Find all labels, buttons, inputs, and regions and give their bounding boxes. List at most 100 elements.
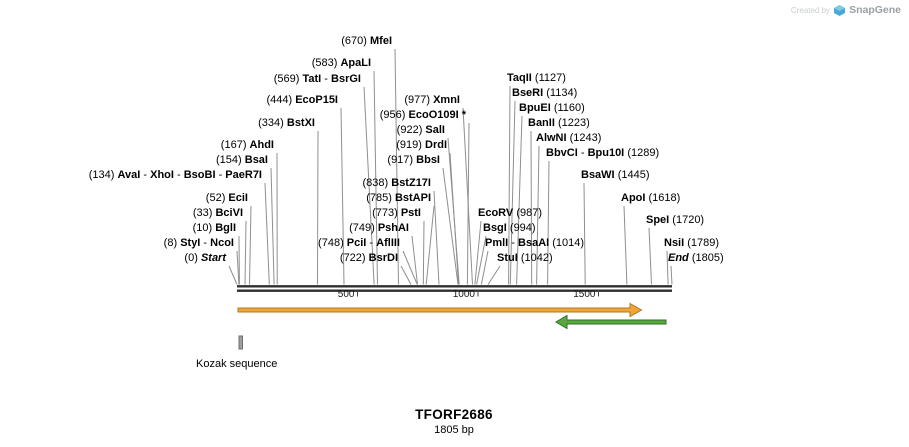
site-position: (1127): [534, 72, 566, 84]
site-label-sali[interactable]: (922) SalI: [397, 124, 445, 137]
site-label-alwni[interactable]: AlwNI (1243): [536, 132, 601, 145]
site-name: DrdI: [425, 139, 447, 151]
site-label-pmli-bsaai[interactable]: PmlI - BsaAI (1014): [485, 237, 584, 250]
site-label-spei[interactable]: SpeI (1720): [646, 214, 704, 227]
site-position: (987): [516, 207, 543, 219]
site-label-bsrdi[interactable]: (722) BsrDI: [340, 252, 398, 265]
site-label-bbvci-bpu10i[interactable]: BbvCI - Bpu10I (1289): [546, 147, 659, 160]
site-connector: [411, 235, 418, 285]
site-position: (0): [184, 252, 198, 264]
site-name: PstI: [400, 207, 421, 219]
site-position: (1789): [687, 237, 720, 249]
site-label-mfei[interactable]: (670) MfeI: [341, 35, 392, 48]
site-label-bbsi[interactable]: (917) BbsI: [387, 154, 440, 167]
site-connector: [402, 250, 418, 285]
site-label-bstz17i[interactable]: (838) BstZ17I: [363, 177, 432, 190]
site-connector: [666, 250, 669, 285]
site-label-bseri[interactable]: BseRI (1134): [512, 87, 577, 100]
site-position: (917): [387, 154, 414, 166]
site-connectors: [228, 48, 673, 285]
site-label-ecop15i[interactable]: (444) EcoP15I: [266, 94, 338, 107]
site-label-bstxi[interactable]: (334) BstXI: [258, 117, 315, 130]
site-label-stui[interactable]: StuI (1042): [497, 252, 553, 265]
site-name: EciI: [228, 192, 248, 204]
site-label-tati-bsrgi[interactable]: (569) TatI - BsrGI: [274, 73, 361, 86]
site-name: Start: [200, 252, 226, 264]
site-name: AhdI: [249, 139, 274, 151]
ruler-tick-label: 1500: [573, 289, 596, 300]
site-connector: [264, 182, 270, 285]
site-label-bpuei[interactable]: BpuEI (1160): [519, 102, 585, 115]
site-position: (1160): [553, 102, 585, 114]
site-name: BsaI: [244, 154, 268, 166]
site-connector: [394, 48, 399, 285]
site-connector: [487, 265, 501, 285]
site-position: (154): [216, 154, 242, 166]
snapgene-logo-icon: [834, 4, 846, 16]
site-position: (1289): [627, 147, 660, 159]
ruler-tick-label: 1000: [452, 289, 475, 300]
site-position: (8): [163, 237, 178, 249]
site-connector: [648, 227, 652, 285]
site-connector: [400, 265, 412, 285]
site-position: (1243): [569, 132, 602, 144]
site-position: (1618): [648, 192, 681, 204]
site-label-drdi[interactable]: (919) DrdI: [396, 139, 447, 152]
site-connector: [536, 145, 540, 285]
reverse-feature-arrow[interactable]: [555, 314, 667, 330]
site-name: BpuEI: [519, 102, 551, 114]
site-label-pcii-afliii[interactable]: (748) PciI - AflIII: [318, 237, 400, 250]
site-connector: [508, 85, 511, 285]
site-label-ecoo109i[interactable]: (956) EcoO109I *: [380, 109, 466, 122]
site-name: BstAPI: [394, 192, 431, 204]
site-label-ecii[interactable]: (52) EciI: [206, 192, 248, 205]
kozak-sequence-label[interactable]: Kozak sequence: [196, 358, 278, 370]
site-label-bsgi[interactable]: BsgI (994): [483, 222, 536, 235]
site-label-bsawi[interactable]: BsaWI (1445): [581, 169, 649, 182]
site-position: (1223): [557, 117, 590, 129]
site-label-bcivi[interactable]: (33) BciVI: [193, 207, 243, 220]
site-label-apali[interactable]: (583) ApaLI: [312, 57, 371, 70]
site-label-styi-ncoi[interactable]: (8) StyI - NcoI: [164, 237, 234, 250]
site-label-ecorv[interactable]: EcoRV (987): [478, 207, 542, 220]
site-name: BciVI: [215, 207, 243, 219]
site-label-avai-xhoi-bsobi-paer7i[interactable]: (134) AvaI - XhoI - BsoBI - PaeR7I: [89, 169, 262, 182]
watermark-brand: SnapGene: [849, 4, 901, 16]
site-connector: [249, 205, 252, 285]
site-position: (10): [192, 222, 213, 234]
site-position: (956): [379, 109, 406, 121]
site-label-bstapi[interactable]: (785) BstAPI: [366, 192, 431, 205]
orf-feature-arrow[interactable]: [237, 302, 643, 318]
site-label-ahdi[interactable]: (167) AhdI: [221, 139, 274, 152]
site-name: BanII: [528, 117, 555, 129]
site-connector: [340, 107, 345, 285]
site-label-bgli[interactable]: (10) BglI: [193, 222, 236, 235]
site-position: (838): [362, 177, 389, 189]
watermark-created-by: Created by: [790, 5, 831, 15]
map-title: TFORF2686: [415, 407, 493, 422]
site-label-banii[interactable]: BanII (1223): [528, 117, 590, 130]
kozak-sequence-marker[interactable]: [238, 335, 243, 350]
site-connector: [509, 100, 516, 285]
site-label-psti[interactable]: (773) PstI: [372, 207, 421, 220]
site-label-taqii[interactable]: TaqII (1127): [507, 72, 566, 85]
map-length: 1805 bp: [434, 424, 474, 436]
site-name: End: [668, 252, 689, 264]
site-label-nsii[interactable]: NsiI (1789): [664, 237, 719, 250]
site-label-bsai[interactable]: (154) BsaI: [216, 154, 268, 167]
site-connector: [474, 220, 482, 285]
site-position: (748): [318, 237, 344, 249]
site-label-xmni[interactable]: (977) XmnI: [404, 94, 460, 107]
site-name: PmlI - BsaAI: [485, 237, 550, 249]
site-label-pshai[interactable]: (749) PshAI: [349, 222, 409, 235]
site-label-apoi[interactable]: ApoI (1618): [621, 192, 680, 205]
site-name: XmnI: [433, 94, 460, 106]
site-position: (773): [372, 207, 398, 219]
site-name: BseRI: [512, 87, 544, 99]
site-label-end[interactable]: End (1805): [668, 252, 724, 265]
site-name: PciI - AflIII: [346, 237, 400, 249]
site-connector: [433, 190, 440, 285]
site-position: (922): [396, 124, 423, 136]
site-name: SalI: [425, 124, 445, 136]
site-label-start[interactable]: (0) Start: [184, 252, 226, 265]
